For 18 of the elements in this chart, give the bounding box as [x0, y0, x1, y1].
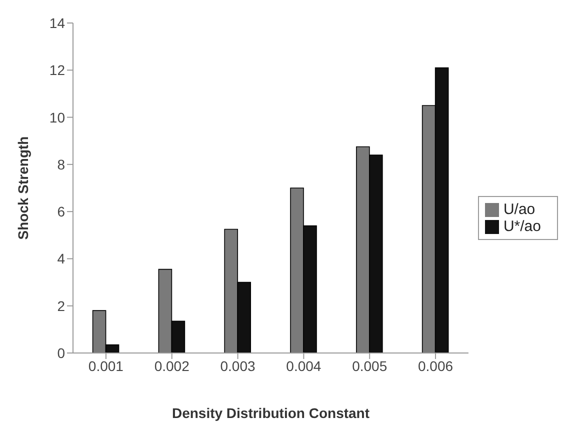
y-tick-label: 14 [49, 14, 66, 31]
x-tick-label: 0.005 [352, 358, 388, 374]
x-tick-label: 0.006 [418, 358, 454, 374]
y-axis-title: Shock Strength [14, 136, 31, 240]
x-tick-label: 0.001 [88, 358, 124, 374]
y-tick-label: 4 [57, 250, 66, 267]
legend-label: U/ao [503, 201, 536, 218]
x-axis-title: Density Distribution Constant [172, 405, 370, 421]
y-tick-label: 12 [49, 62, 66, 78]
y-tick-label: 0 [57, 344, 66, 361]
x-tick-label: 0.004 [286, 358, 322, 374]
legend-label: U*/ao [503, 218, 541, 235]
y-tick-label: 2 [57, 298, 66, 314]
x-tick-label: 0.002 [154, 358, 190, 374]
y-tick-label: 8 [57, 156, 66, 172]
y-tick-label: 10 [49, 109, 66, 126]
x-tick-label: 0.003 [220, 358, 256, 374]
y-tick-label: 6 [57, 204, 66, 220]
